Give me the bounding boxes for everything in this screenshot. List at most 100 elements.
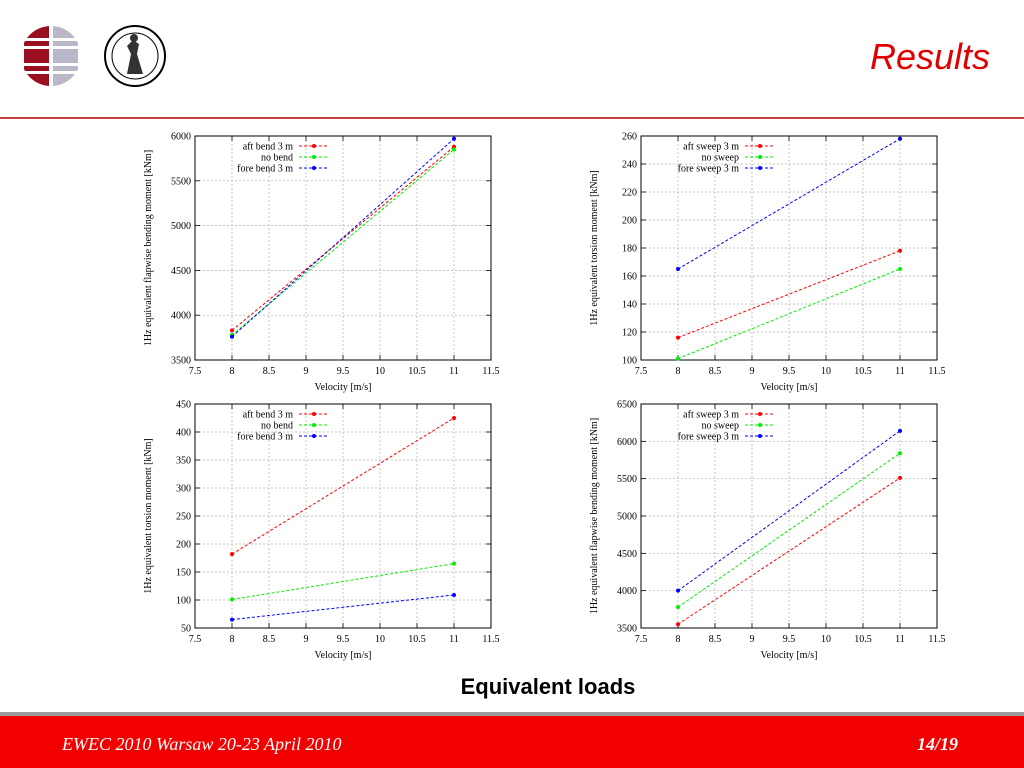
y-tick-label: 120 [622, 328, 637, 339]
legend-label: no bend [261, 421, 293, 432]
page-title: Results [869, 36, 990, 77]
y-tick-label: 4000 [171, 311, 191, 322]
data-point [230, 328, 234, 333]
x-tick-label: 7.5 [189, 366, 202, 377]
legend-label: no sweep [702, 153, 740, 164]
y-tick-label: 180 [622, 244, 637, 255]
x-tick-label: 8 [230, 366, 235, 377]
y-tick-label: 150 [176, 568, 191, 579]
data-point [452, 592, 456, 597]
legend-marker [758, 155, 762, 159]
data-point [452, 147, 456, 152]
legend-marker [758, 423, 762, 427]
x-tick-label: 9.5 [337, 366, 350, 377]
x-tick-label: 11 [449, 366, 459, 377]
y-axis-label: 1Hz equivalent flapwise bending moment [… [589, 418, 600, 614]
y-tick-label: 350 [176, 456, 191, 467]
series-line [231, 563, 455, 600]
x-tick-label: 9 [304, 634, 309, 645]
x-tick-label: 10.5 [408, 634, 426, 645]
legend-label: no bend [261, 153, 293, 164]
series-line [677, 452, 901, 608]
x-tick-label: 10 [375, 634, 385, 645]
y-tick-label: 6500 [617, 400, 637, 411]
y-tick-label: 250 [176, 512, 191, 523]
y-tick-label: 400 [176, 428, 191, 439]
data-point [898, 428, 902, 433]
legend-marker [312, 144, 316, 148]
legend-label: fore bend 3 m [237, 432, 293, 443]
legend-marker [312, 423, 316, 427]
legend-label: aft sweep 3 m [683, 142, 739, 153]
legend-marker [758, 144, 762, 148]
legend-marker [312, 155, 316, 159]
x-tick-label: 9.5 [337, 634, 350, 645]
y-tick-label: 5000 [617, 512, 637, 523]
x-tick-label: 11.5 [928, 634, 945, 645]
series-line [231, 146, 455, 331]
data-point [230, 334, 234, 339]
legend-marker [312, 434, 316, 438]
y-tick-label: 200 [176, 540, 191, 551]
legend-marker [758, 166, 762, 170]
y-tick-label: 160 [622, 272, 637, 283]
x-axis-label: Velocity [m/s] [761, 382, 818, 393]
page-number: 14/19 [916, 734, 958, 754]
ntua-seal-logo [104, 25, 166, 87]
legend-label: no sweep [702, 421, 740, 432]
y-tick-label: 6000 [617, 437, 637, 448]
data-point [898, 267, 902, 271]
x-tick-label: 8.5 [263, 634, 276, 645]
x-tick-label: 8.5 [709, 634, 722, 645]
legend-label: aft sweep 3 m [683, 410, 739, 421]
series-line [677, 430, 901, 592]
data-point [676, 335, 680, 340]
x-tick-label: 9.5 [783, 634, 796, 645]
x-tick-label: 10.5 [408, 366, 426, 377]
data-point [676, 622, 680, 627]
x-tick-label: 10.5 [854, 366, 872, 377]
legend-label: fore bend 3 m [237, 164, 293, 175]
y-tick-label: 3500 [171, 356, 191, 367]
legend-marker [312, 412, 316, 416]
x-tick-label: 8 [676, 366, 681, 377]
data-point [898, 136, 902, 141]
y-tick-label: 5000 [171, 221, 191, 232]
x-tick-label: 11 [895, 366, 905, 377]
y-tick-label: 100 [176, 596, 191, 607]
data-point [676, 605, 680, 610]
y-tick-label: 300 [176, 484, 191, 495]
x-tick-label: 10 [821, 634, 831, 645]
x-tick-label: 11.5 [928, 366, 945, 377]
x-tick-label: 8 [676, 634, 681, 645]
x-tick-label: 10 [821, 366, 831, 377]
data-point [676, 267, 680, 271]
data-point [898, 248, 902, 253]
legend-label: fore sweep 3 m [678, 164, 740, 175]
logo-left-half [24, 26, 51, 86]
legend-label: aft bend 3 m [243, 142, 293, 153]
data-point [898, 475, 902, 480]
x-tick-label: 7.5 [189, 634, 202, 645]
x-tick-label: 10 [375, 366, 385, 377]
data-point [452, 136, 456, 141]
series-line [677, 138, 901, 270]
x-tick-label: 9 [750, 366, 755, 377]
data-point [676, 588, 680, 593]
series-line [677, 477, 901, 625]
x-tick-label: 8.5 [263, 366, 276, 377]
y-tick-label: 6000 [171, 132, 191, 143]
x-tick-label: 11 [895, 634, 905, 645]
data-point [676, 356, 680, 361]
data-point [452, 561, 456, 566]
y-axis-label: 1Hz equivalent flapwise bending moment [… [143, 150, 154, 346]
y-tick-label: 5500 [171, 176, 191, 187]
university-logo [24, 24, 78, 88]
legend-label: aft bend 3 m [243, 410, 293, 421]
chart-torsion-sweep: 7.5 8 8.5 9 9.5 10 10.5 11 11.5 100 120 140 160 180 20… [581, 128, 951, 398]
series-line [231, 149, 455, 336]
y-tick-label: 240 [622, 160, 637, 171]
x-axis-label: Velocity [m/s] [315, 382, 372, 393]
legend-marker [758, 434, 762, 438]
chart-flapwise-bending-sweep: 7.5 8 8.5 9 9.5 10 10.5 11 11.5 3500 4000 4500 5000 5… [581, 396, 951, 666]
